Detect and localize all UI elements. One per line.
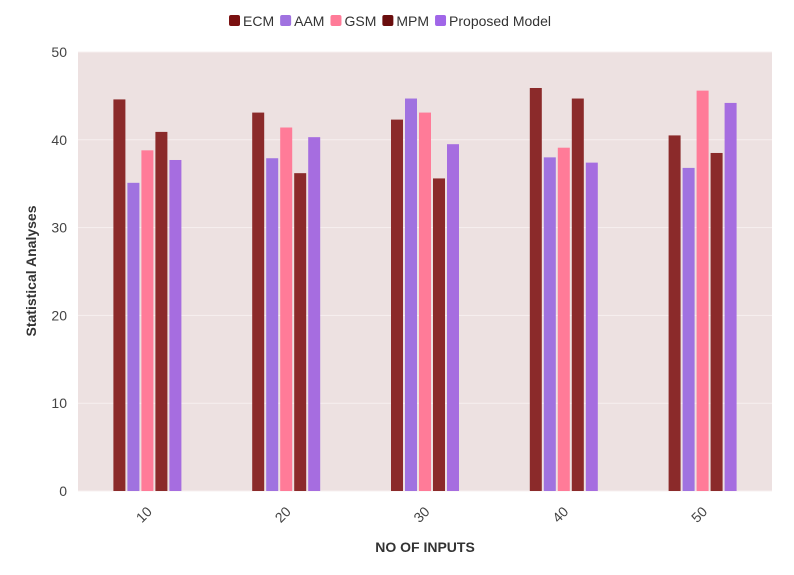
legend-swatch: [435, 15, 447, 26]
y-axis-title: Statistical Analyses: [23, 205, 39, 336]
bar-mpm-10: [155, 131, 168, 491]
legend-label: GSM: [344, 13, 376, 29]
legend-label: AAM: [294, 13, 324, 29]
bar-mpm-50: [710, 152, 723, 491]
bar-proposed-model-50: [724, 102, 737, 491]
x-tick-label: 10: [133, 503, 155, 525]
bar-gsm-30: [419, 112, 431, 491]
bar-aam-30: [405, 98, 417, 491]
bar-gsm-50: [696, 90, 709, 491]
bar-proposed-model-30: [447, 144, 459, 491]
bar-ecm-20: [252, 112, 265, 491]
legend-swatch: [280, 15, 292, 26]
bar-gsm-40: [557, 147, 570, 491]
y-tick-label: 50: [51, 44, 67, 60]
y-tick-label: 20: [51, 307, 67, 323]
bar-mpm-20: [294, 173, 307, 491]
x-tick-label: 40: [549, 503, 571, 525]
bar-ecm-50: [668, 135, 681, 491]
bar-proposed-model-40: [585, 162, 598, 492]
bar-mpm-30: [433, 178, 445, 491]
legend-label: MPM: [396, 13, 429, 29]
x-axis-title: NO OF INPUTS: [375, 539, 475, 555]
bar-aam-20: [266, 158, 279, 491]
legend-swatch: [330, 15, 342, 26]
y-axis-ticks: 0 10 20 30 40 50: [51, 44, 67, 499]
bar-aam-10: [127, 182, 140, 491]
bar-aam-50: [682, 167, 695, 491]
bar-gsm-20: [280, 127, 293, 492]
legend-label: Proposed Model: [449, 13, 551, 29]
legend-swatch: [229, 15, 241, 26]
bar-ecm-10: [113, 99, 126, 492]
x-tick-label: 50: [688, 503, 710, 525]
bar-gsm-10: [141, 150, 154, 491]
y-tick-label: 10: [51, 395, 67, 411]
legend-item-ecm: ECM: [229, 13, 274, 29]
bars: [113, 87, 737, 492]
x-tick-label: 30: [410, 503, 432, 525]
legend-item-proposed-model: Proposed Model: [435, 13, 551, 29]
y-tick-label: 0: [59, 483, 67, 499]
y-tick-label: 40: [51, 132, 67, 148]
legend-item-mpm: MPM: [382, 13, 429, 29]
bar-proposed-model-10: [169, 159, 182, 491]
legend-label: ECM: [243, 13, 274, 29]
y-tick-label: 30: [51, 220, 67, 236]
x-tick-label: 20: [271, 503, 293, 525]
bar-proposed-model-20: [308, 137, 321, 491]
x-axis-ticks: 10 20 30 40 50: [133, 503, 711, 525]
legend-item-aam: AAM: [280, 13, 324, 29]
bar-mpm-40: [571, 98, 584, 491]
bar-ecm-30: [391, 119, 403, 491]
bar-aam-40: [543, 157, 556, 492]
bar-ecm-40: [529, 87, 542, 492]
legend-item-gsm: GSM: [330, 13, 376, 29]
legend: ECM AAM GSM MPM Proposed Model: [229, 13, 551, 29]
legend-swatch: [382, 15, 394, 26]
